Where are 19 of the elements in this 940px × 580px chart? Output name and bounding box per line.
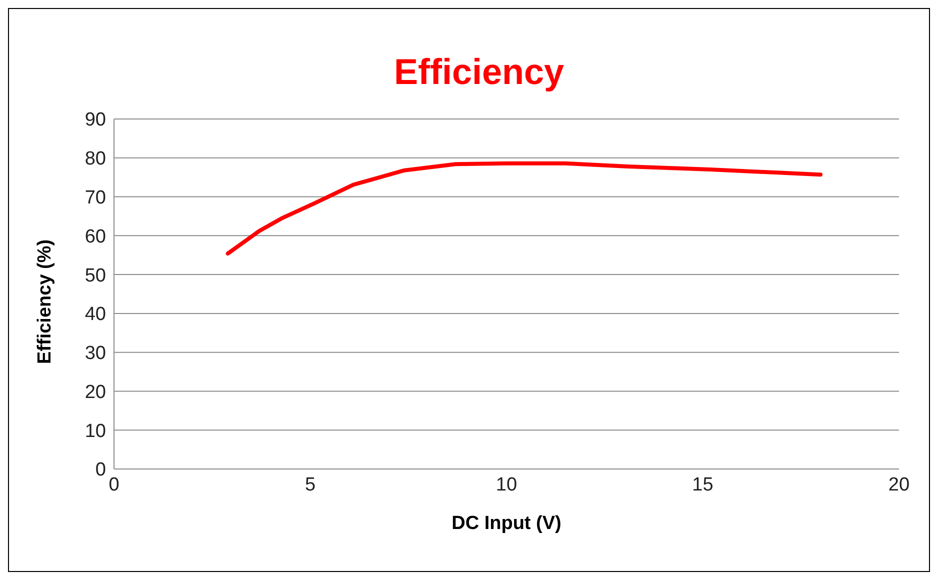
y-tick-label: 10 [84,420,106,442]
y-tick-label: 40 [84,304,106,326]
y-tick-label: 90 [84,110,106,131]
x-tick-label: 0 [108,474,120,496]
y-tick-label: 70 [84,188,106,209]
y-tick-label: 80 [84,148,106,170]
chart-title: Efficiency [394,51,564,92]
x-tick-label: 5 [304,474,316,496]
line-series [226,161,822,256]
x-axis-title: DC Input (V) [452,513,562,534]
y-axis-title: Efficiency (%) [34,239,56,364]
x-tick-label: 10 [496,474,518,496]
y-tick-label: 30 [84,343,106,364]
y-tick-label: 20 [84,382,106,403]
y-tick-label: 50 [84,265,106,286]
x-tick-label: 20 [888,474,910,496]
y-tick-label: 0 [95,460,106,481]
x-tick-label: 15 [692,474,714,496]
y-tick-label: 60 [84,226,106,248]
